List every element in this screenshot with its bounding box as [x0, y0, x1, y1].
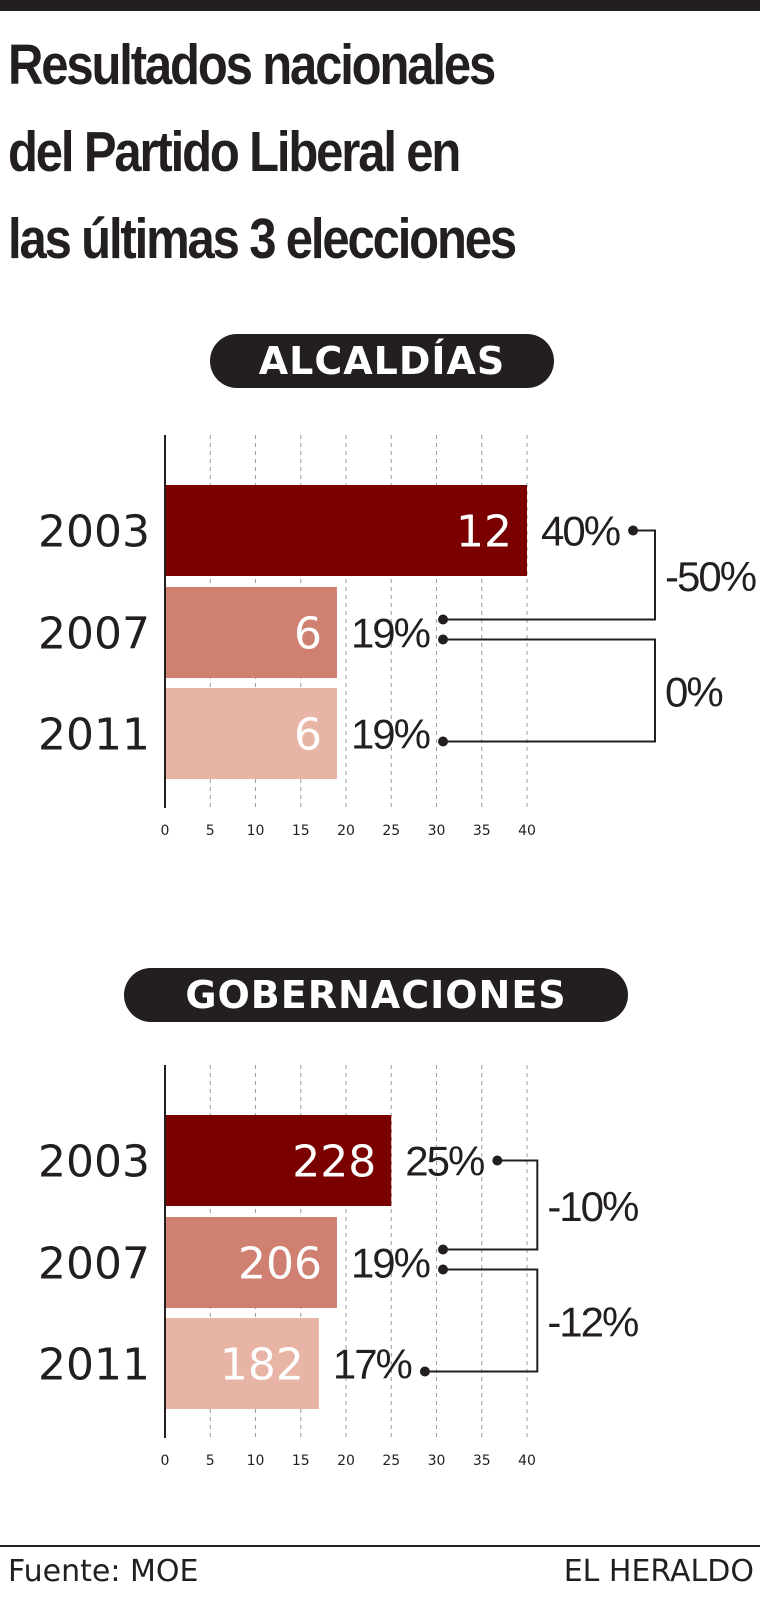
x-tick-label: 35 [473, 1453, 491, 1469]
percent-label: 19% [351, 610, 430, 657]
change-bracket [443, 638, 656, 743]
x-tick-label: 10 [247, 1453, 265, 1469]
bar-2007 [165, 1217, 337, 1308]
change-bracket [443, 529, 656, 621]
x-tick-label: 5 [206, 823, 215, 839]
x-tick-label: 15 [292, 1453, 310, 1469]
year-label: 2007 [38, 1239, 150, 1290]
source-credit: Fuente: MOE [8, 1554, 199, 1589]
x-tick-label: 0 [161, 823, 170, 839]
title-line-3: las últimas 3 elecciones [8, 207, 517, 271]
chart-gobernaciones: 0 5 10 15 20 25 30 35 40 2003 228 2007 206 2011 182 25%… [38, 1065, 640, 1469]
percent-label: 19% [351, 1240, 430, 1287]
section-label-gobernaciones: GOBERNACIONES [124, 968, 628, 1022]
bottom-rule [0, 1545, 760, 1547]
percent-label: 40% [541, 508, 620, 555]
change-bracket [443, 1159, 539, 1251]
x-tick-label: 10 [247, 823, 265, 839]
top-rule [0, 0, 760, 11]
title-line-1: Resultados nacionales [8, 33, 496, 97]
x-tick-label: 30 [428, 1453, 446, 1469]
x-tick-label: 20 [337, 1453, 355, 1469]
value-label: 228 [292, 1137, 376, 1188]
section-label-alcaldias: ALCALDÍAS [210, 334, 554, 388]
bar-2007 [165, 587, 337, 678]
percent-label: 19% [351, 711, 430, 758]
bar-2003 [165, 485, 527, 576]
year-label: 2011 [38, 710, 150, 761]
year-label: 2007 [38, 609, 150, 660]
x-tick-label: 30 [428, 823, 446, 839]
x-tick-label: 25 [382, 823, 400, 839]
infographic-title: Resultados nacionales del Partido Libera… [8, 22, 644, 283]
value-label: 182 [220, 1340, 304, 1391]
change-label: -50% [665, 553, 756, 600]
percent-label: 25% [405, 1138, 484, 1185]
x-tick-label: 20 [337, 823, 355, 839]
chart-alcaldias: 0 5 10 15 20 25 30 35 40 2003 12 2007 6 2011 6 40% 19% 19… [38, 435, 758, 839]
value-label: 6 [294, 710, 322, 761]
publisher-brand: EL HERALDO [563, 1554, 754, 1589]
bar-2011 [165, 688, 337, 779]
value-label: 12 [456, 507, 512, 558]
x-tick-label: 15 [292, 823, 310, 839]
x-tick-label: 40 [518, 823, 536, 839]
title-line-2: del Partido Liberal en [8, 120, 461, 184]
year-label: 2011 [38, 1340, 150, 1391]
value-label: 6 [294, 609, 322, 660]
change-label: -12% [547, 1299, 638, 1346]
change-label: -10% [547, 1183, 638, 1230]
x-tick-label: 0 [161, 1453, 170, 1469]
x-tick-label: 5 [206, 1453, 215, 1469]
x-tick-label: 35 [473, 823, 491, 839]
percent-label: 17% [333, 1341, 412, 1388]
x-tick-label: 40 [518, 1453, 536, 1469]
year-label: 2003 [38, 1137, 150, 1188]
value-label: 206 [238, 1239, 322, 1290]
bar-2011 [165, 1318, 319, 1409]
year-label: 2003 [38, 507, 150, 558]
change-label: 0% [665, 669, 722, 716]
bar-2003 [165, 1115, 392, 1206]
change-bracket [424, 1268, 539, 1373]
x-tick-label: 25 [382, 1453, 400, 1469]
